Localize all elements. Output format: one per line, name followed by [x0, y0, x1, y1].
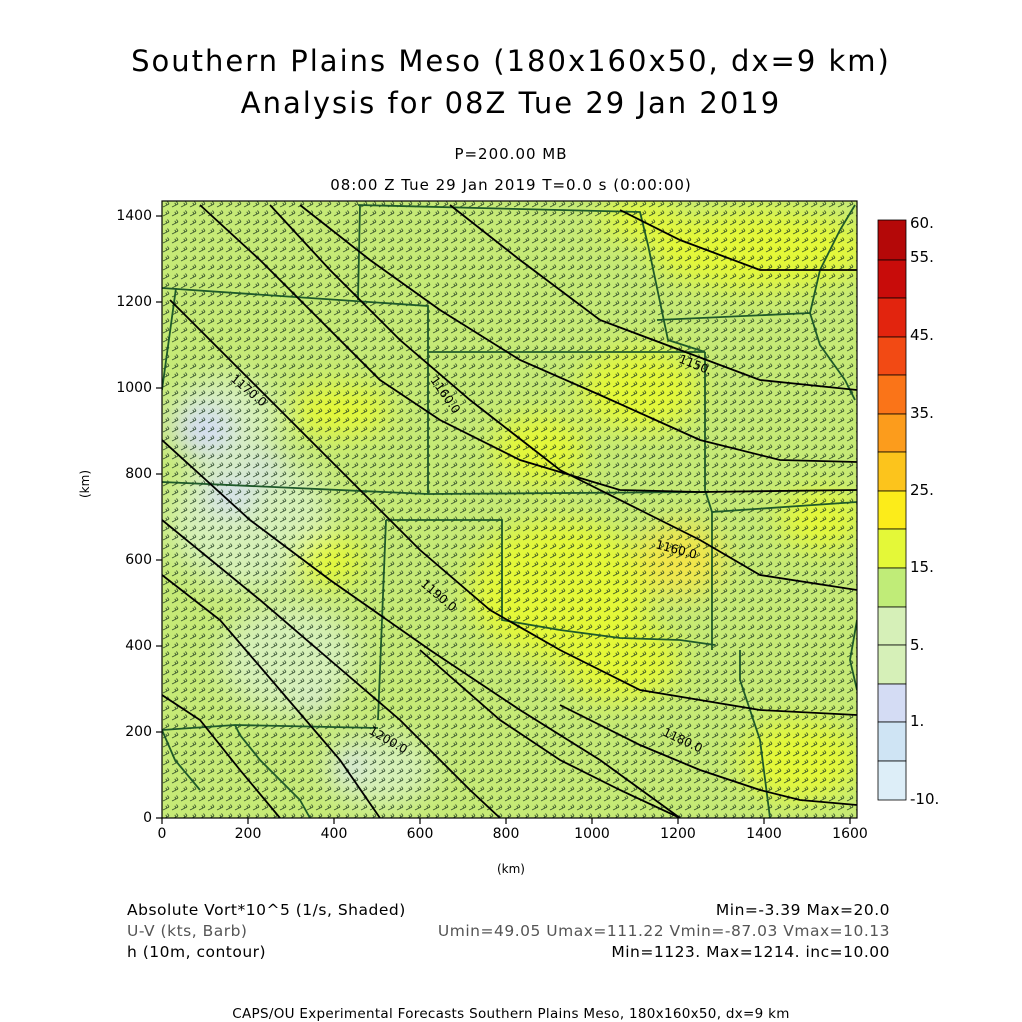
colorbar-label: 35. [910, 404, 934, 422]
y-tick-label: 400 [125, 638, 152, 654]
contour-field-stats: Min=1123. Max=1214. inc=10.00 [611, 943, 890, 961]
contour-field-label: h (10m, contour) [127, 943, 267, 961]
state-borders [162, 204, 857, 818]
x-tick-label: 1400 [746, 826, 782, 842]
credit-line: CAPS/OU Experimental Forecasts Southern … [232, 1006, 790, 1022]
shaded-field-stats: Min=-3.39 Max=20.0 [715, 901, 890, 919]
x-tick-label: 400 [320, 826, 348, 842]
y-tick-label: 1200 [116, 294, 152, 310]
x-tick-label: 800 [492, 826, 520, 842]
colorbar-label: 55. [910, 248, 934, 266]
x-tick-label: 1200 [660, 826, 696, 842]
y-tick-label: 800 [125, 466, 152, 482]
valid-time: 08:00 Z Tue 29 Jan 2019 T=0.0 s (0:00:00… [330, 176, 692, 194]
shaded-field-label: Absolute Vort*10^5 (1/s, Shaded) [127, 901, 406, 919]
vorticity-field [162, 201, 857, 818]
colorbar-label: 5. [910, 636, 925, 654]
plot-frame [161, 200, 858, 819]
barb-field-label: U-V (kts, Barb) [127, 922, 248, 940]
x-tick-label: 1600 [832, 826, 868, 842]
x-tick-label: 200 [234, 826, 262, 842]
y-tick-label: 0 [143, 810, 152, 826]
y-tick-label: 600 [125, 552, 152, 568]
x-tick-label: 600 [406, 826, 434, 842]
colorbar-label: 15. [910, 558, 934, 576]
colorbar-label: 1. [910, 712, 925, 730]
x-axis-unit: (km) [496, 862, 525, 876]
colorbar-label: 45. [910, 326, 934, 344]
colorbar-label: 25. [910, 481, 934, 499]
map-subtitle: Analysis for 08Z Tue 29 Jan 2019 [240, 86, 782, 120]
x-tick-label: 0 [157, 826, 167, 842]
y-tick-label: 200 [125, 724, 152, 740]
colorbar-label: 60. [910, 214, 934, 232]
y-axis-unit: (km) [78, 469, 92, 498]
colorbar-label: -10. [910, 790, 940, 808]
barb-field-stats: Umin=49.05 Umax=111.22 Vmin=-87.03 Vmax=… [437, 922, 890, 940]
map-title: Southern Plains Meso (180x160x50, dx=9 k… [131, 44, 891, 78]
height-contours [162, 204, 857, 818]
y-tick-label: 1000 [116, 380, 152, 396]
pressure-level: P=200.00 MB [454, 145, 568, 163]
axis-ticks [156, 215, 851, 824]
y-tick-label: 1400 [116, 208, 152, 224]
x-tick-label: 1000 [574, 826, 610, 842]
colorbar [877, 219, 907, 801]
